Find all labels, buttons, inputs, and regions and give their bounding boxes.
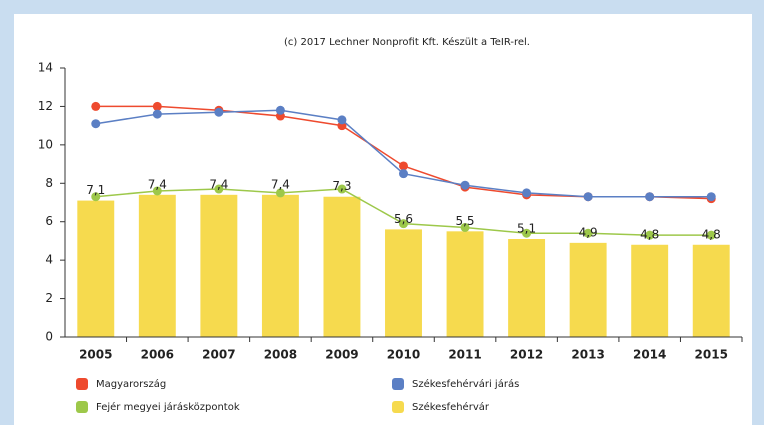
point — [275, 188, 285, 198]
bar — [261, 194, 299, 337]
x-tick-label: 2006 — [141, 348, 174, 362]
x-tick-label: 2009 — [325, 348, 358, 362]
point — [706, 192, 716, 202]
point — [152, 101, 162, 111]
bar — [446, 231, 484, 337]
bar — [631, 244, 669, 337]
point — [337, 184, 347, 194]
bar — [569, 242, 607, 337]
point — [460, 180, 470, 190]
point — [91, 119, 101, 129]
bar — [323, 196, 361, 337]
bar — [508, 239, 546, 337]
y-tick-label: 4 — [45, 253, 53, 267]
legend-swatch — [392, 378, 404, 390]
data-label: 5,1 — [517, 222, 536, 236]
point — [399, 219, 408, 229]
data-label: 7,4 — [271, 177, 290, 191]
point — [275, 105, 285, 115]
x-tick-label: 2010 — [387, 348, 420, 362]
legend-swatch — [76, 378, 88, 390]
point — [645, 230, 655, 240]
data-label: 7,4 — [148, 177, 167, 191]
x-tick-label: 2012 — [510, 348, 543, 362]
legend-swatch — [76, 401, 88, 413]
point — [91, 192, 101, 202]
data-label: 4,8 — [640, 227, 659, 241]
point — [399, 161, 408, 171]
point — [460, 222, 470, 232]
x-tick-label: 2007 — [202, 348, 235, 362]
point — [522, 228, 532, 238]
y-tick-label: 6 — [45, 214, 53, 228]
chart-title: (c) 2017 Lechner Nonprofit Kft. Készült … — [284, 36, 530, 48]
legend-label: Fejér megyei járásközpontok — [96, 401, 240, 413]
point — [91, 101, 101, 111]
point — [214, 107, 224, 117]
data-label: 7,3 — [332, 179, 351, 193]
x-tick-label: 2013 — [571, 348, 604, 362]
x-tick-label: 2005 — [79, 348, 112, 362]
legend-swatch — [392, 401, 404, 413]
legend-label: Magyarország — [96, 378, 166, 390]
point — [214, 184, 224, 194]
data-label: 7,4 — [209, 177, 228, 191]
data-label: 5,6 — [394, 212, 413, 226]
point — [583, 192, 593, 202]
bar — [200, 194, 238, 337]
point — [399, 169, 408, 179]
y-tick-label: 0 — [45, 330, 53, 344]
bar — [385, 229, 422, 337]
y-tick-label: 8 — [45, 176, 53, 190]
point — [583, 228, 593, 238]
x-tick-label: 2015 — [695, 348, 728, 362]
point — [706, 230, 716, 240]
bar — [692, 244, 730, 337]
data-label: 4,8 — [702, 227, 721, 241]
data-label: 7,1 — [86, 183, 105, 197]
legend-label: Székesfehérvár — [412, 401, 490, 413]
bar — [77, 200, 115, 337]
legend-label: Székesfehérvári járás — [412, 378, 519, 390]
y-tick-label: 12 — [38, 99, 53, 113]
y-tick-label: 10 — [38, 137, 53, 151]
panel — [14, 14, 752, 425]
y-tick-label: 14 — [38, 61, 53, 75]
point — [645, 192, 655, 202]
point — [152, 186, 162, 196]
x-tick-label: 2008 — [264, 348, 297, 362]
bar — [138, 194, 176, 337]
y-tick-label: 2 — [45, 291, 53, 305]
point — [522, 188, 532, 198]
data-label: 5,5 — [455, 214, 474, 228]
point — [152, 109, 162, 119]
point — [337, 115, 347, 125]
x-tick-label: 2011 — [448, 348, 481, 362]
data-label: 4,9 — [579, 225, 598, 239]
x-tick-label: 2014 — [633, 348, 666, 362]
